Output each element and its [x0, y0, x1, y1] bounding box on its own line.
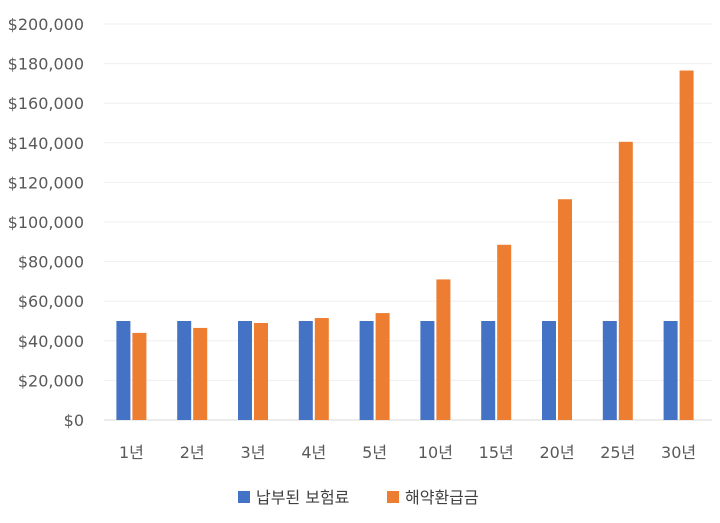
bar-surrender-3 [254, 322, 268, 420]
bar-premium-9 [602, 321, 617, 420]
y-tick-label: $0 [64, 411, 84, 430]
bar-premium-5 [359, 321, 374, 420]
bar-premium-2 [177, 321, 192, 420]
y-tick-label: $200,000 [8, 15, 84, 34]
x-axis: 1년 2년 3년 4년 5년 10년 15년 20년 25년 30년 [119, 443, 696, 462]
legend-swatch [238, 491, 250, 503]
bar-premium-7 [481, 321, 496, 420]
x-tick-label: 25년 [600, 443, 635, 462]
y-tick-label: $160,000 [8, 94, 84, 113]
y-axis: $0 $20,000 $40,000 $60,000 $80,000 $100,000 $1… [8, 15, 84, 430]
y-tick-label: $180,000 [8, 55, 84, 74]
bar-surrender-8 [558, 199, 572, 420]
bar-premium-4 [298, 321, 313, 420]
bar-surrender-1 [132, 332, 147, 420]
bar-surrender-10 [679, 70, 694, 420]
y-tick-label: $120,000 [8, 173, 84, 192]
legend: 납부된 보험료 해약환급금 [238, 488, 479, 507]
bar-surrender-2 [193, 327, 208, 420]
bar-premium-10 [663, 321, 678, 420]
x-tick-label: 10년 [418, 443, 453, 462]
bar-surrender-6 [436, 279, 451, 420]
bar-premium-3 [238, 321, 252, 420]
bar-premium-6 [420, 321, 435, 420]
bar-surrender-7 [497, 244, 512, 420]
legend-label: 해약환급금 [405, 488, 479, 507]
x-tick-label: 30년 [661, 443, 696, 462]
x-tick-label: 3년 [241, 443, 266, 462]
y-tick-label: $40,000 [18, 332, 84, 351]
bar-surrender-4 [314, 318, 329, 420]
x-tick-label: 20년 [539, 443, 574, 462]
bar-premium-1 [116, 321, 131, 420]
x-tick-label: 5년 [362, 443, 387, 462]
y-tick-label: $20,000 [18, 371, 84, 390]
x-tick-label: 1년 [119, 443, 144, 462]
bar-surrender-9 [618, 141, 633, 420]
y-tick-label: $100,000 [8, 213, 84, 232]
x-tick-label: 2년 [180, 443, 205, 462]
bar-premium-8 [542, 321, 556, 420]
legend-swatch [387, 491, 399, 503]
bars [116, 70, 694, 420]
legend-label: 납부된 보험료 [256, 488, 349, 507]
y-tick-label: $140,000 [8, 134, 84, 153]
y-tick-label: $60,000 [18, 292, 84, 311]
x-tick-label: 15년 [479, 443, 514, 462]
y-tick-label: $80,000 [18, 253, 84, 272]
x-tick-label: 4년 [301, 443, 326, 462]
bar-surrender-5 [375, 313, 390, 420]
